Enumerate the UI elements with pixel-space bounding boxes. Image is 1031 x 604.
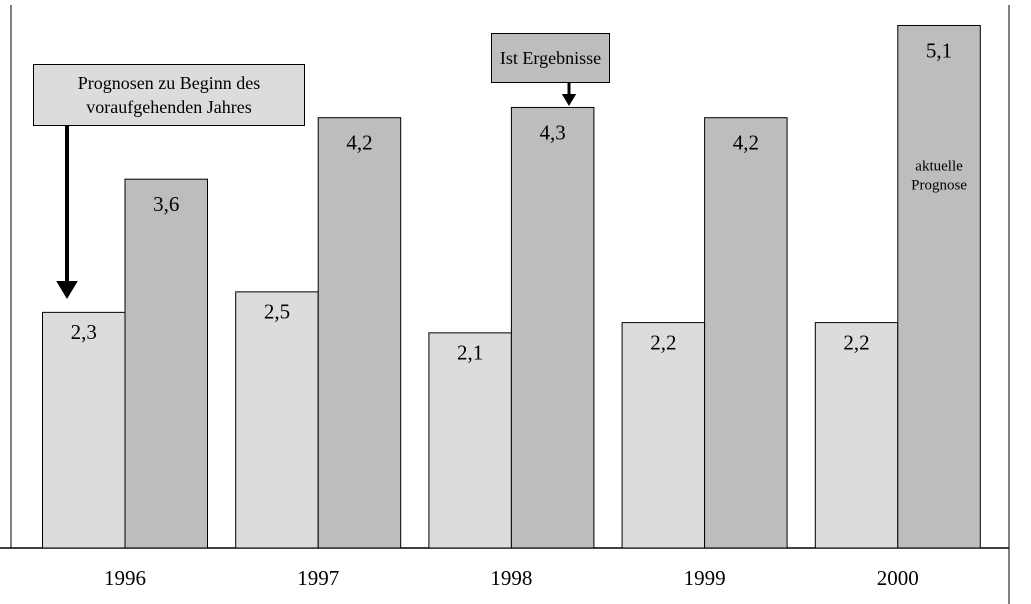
bar	[897, 24, 981, 549]
value-label: 4,2	[733, 131, 759, 155]
bar	[814, 322, 899, 549]
value-label: 4,3	[540, 120, 566, 144]
value-label: 5,1	[926, 38, 952, 62]
value-label: 2,2	[650, 330, 676, 354]
value-label: 2,3	[71, 320, 97, 344]
legend-callout: Ist Ergebnisse	[491, 33, 610, 83]
bar	[235, 291, 319, 549]
annotation: aktuelle	[915, 158, 963, 174]
bar	[510, 106, 595, 549]
x-tick-label: 1998	[490, 566, 532, 590]
x-tick-label: 1997	[297, 566, 339, 590]
x-tick-label: 1996	[104, 566, 146, 590]
annotation: Prognose	[911, 177, 967, 193]
bar	[317, 117, 402, 549]
arrow-head	[561, 94, 577, 106]
bar	[42, 311, 126, 549]
value-label: 4,2	[346, 131, 372, 155]
legend-callout: Prognosen zu Beginn des voraufgehenden J…	[33, 64, 305, 126]
bar	[621, 322, 706, 549]
bar	[428, 332, 512, 549]
value-label: 3,6	[153, 192, 179, 216]
value-label: 2,1	[457, 341, 483, 365]
x-tick-label: 2000	[877, 566, 919, 590]
value-label: 2,5	[264, 300, 290, 324]
bar	[124, 178, 208, 549]
bar	[704, 117, 788, 549]
value-label: 2,2	[843, 330, 869, 354]
x-tick-label: 1999	[684, 566, 726, 590]
arrow-head	[56, 281, 78, 299]
